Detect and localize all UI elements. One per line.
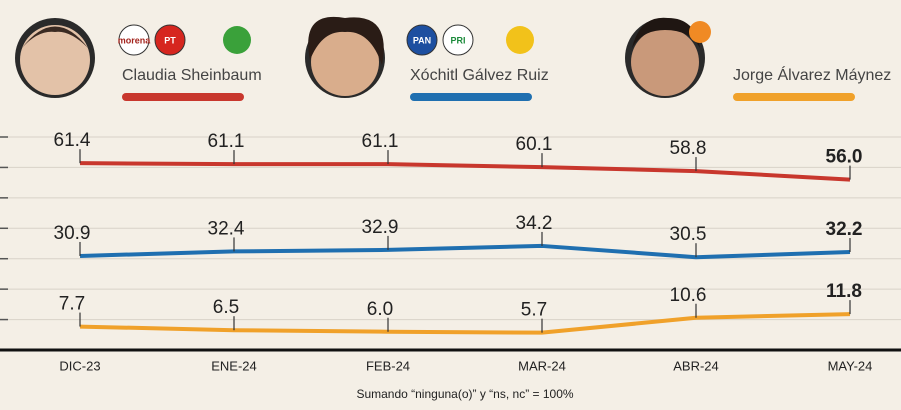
- value-label: 32.4: [208, 218, 245, 239]
- value-label: 61.1: [208, 131, 245, 152]
- value-label: 32.9: [362, 217, 399, 238]
- legend-label: Jorge Álvarez Máynez: [733, 65, 891, 84]
- party-name: PT: [164, 35, 176, 45]
- value-label: 10.6: [670, 285, 707, 306]
- value-label: 30.9: [54, 223, 91, 244]
- x-tick-label: FEB-24: [366, 358, 410, 373]
- series-line: [79, 161, 851, 182]
- value-label: 6.0: [367, 299, 393, 320]
- portrait: [305, 16, 385, 98]
- portrait: [15, 18, 95, 98]
- series-line: [79, 312, 851, 335]
- value-label: 5.7: [521, 300, 547, 321]
- note: Sumando “ninguna(o)” y “ns, nc” = 100%: [356, 387, 573, 401]
- value-label: 30.5: [670, 224, 707, 245]
- party-logo: [154, 24, 186, 56]
- value-label: 32.2: [826, 219, 863, 240]
- value-label: 7.7: [59, 294, 85, 315]
- legend-label: Xóchitl Gálvez Ruiz: [410, 67, 549, 84]
- party-logo: [223, 26, 251, 54]
- value-label: 60.1: [516, 134, 553, 155]
- x-tick-label: MAR-24: [518, 358, 566, 373]
- value-label: 56.0: [826, 147, 863, 168]
- party-logo: [442, 24, 474, 56]
- party-logo: [506, 26, 534, 54]
- value-label: 34.2: [516, 213, 553, 234]
- x-tick-label: DIC-23: [59, 358, 100, 373]
- portrait: [625, 17, 705, 98]
- party-logo: [689, 21, 711, 43]
- value-label: 11.8: [826, 281, 862, 302]
- legend-label: Claudia Sheinbaum: [122, 67, 262, 84]
- party-logo: [406, 24, 438, 56]
- series-line: [79, 243, 851, 260]
- party-name: morena: [118, 35, 152, 45]
- value-label: 6.5: [213, 297, 239, 318]
- value-label: 61.1: [362, 131, 399, 152]
- header: [15, 16, 711, 98]
- x-tick-label: MAY-24: [828, 358, 873, 373]
- party-name: PRI: [450, 35, 465, 45]
- plot: 61.4 61.1 61.1 60.1 58.8 56.0 30.9 32.4 32.9 34.2…: [0, 130, 901, 351]
- value-label: 58.8: [670, 138, 707, 159]
- x-tick-label: ENE-24: [211, 358, 257, 373]
- party-name: PAN: [413, 35, 431, 45]
- value-label: 61.4: [54, 130, 91, 151]
- party-logo: [118, 24, 150, 56]
- x-tick-label: ABR-24: [673, 358, 719, 373]
